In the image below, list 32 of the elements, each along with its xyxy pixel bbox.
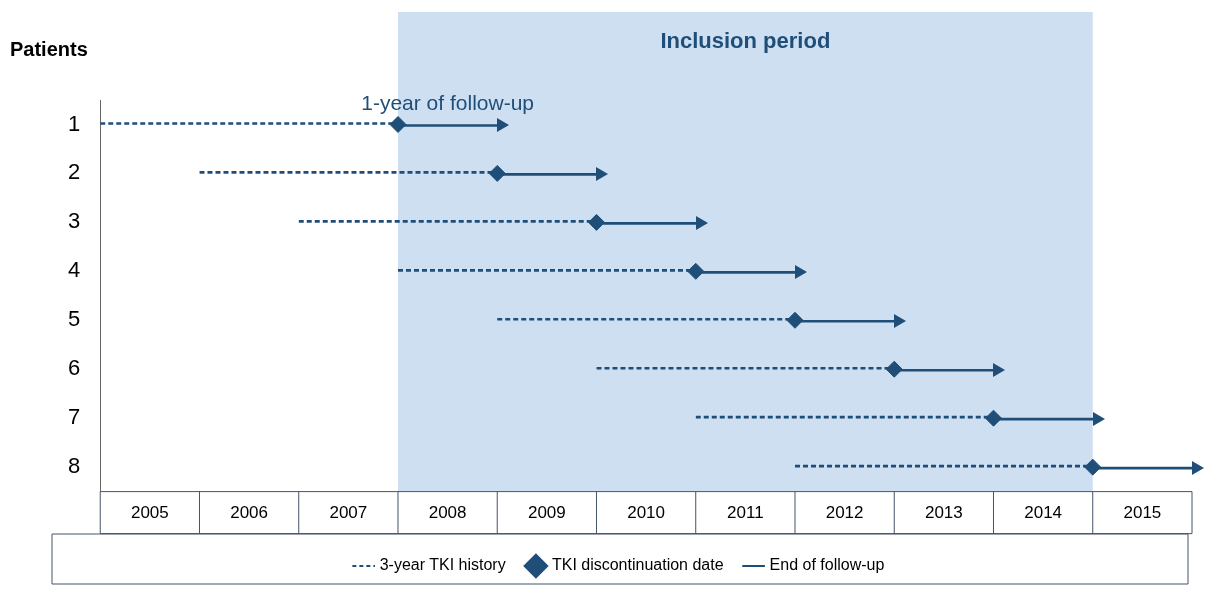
x-tick-label: 2006 bbox=[230, 503, 269, 523]
y-tick-label: 8 bbox=[67, 453, 81, 479]
y-tick-label: 6 bbox=[67, 355, 81, 381]
point bbox=[389, 115, 407, 133]
x-tick-label: 2010 bbox=[627, 503, 666, 523]
legend-label: End of follow-up bbox=[769, 556, 885, 574]
point bbox=[587, 213, 605, 231]
y-axis-title: Patients bbox=[10, 38, 88, 61]
y-tick-label: 4 bbox=[67, 257, 81, 283]
point bbox=[786, 311, 804, 329]
x-tick-label: 2008 bbox=[428, 503, 467, 523]
y-tick-label: 2 bbox=[67, 159, 81, 185]
x-tick-label: 2014 bbox=[1024, 503, 1063, 523]
y-tick-label: 7 bbox=[67, 404, 81, 430]
point bbox=[985, 409, 1002, 427]
legend-label: TKI discontinuation date bbox=[551, 556, 724, 574]
x-tick-label: 2007 bbox=[329, 503, 368, 523]
legend-label: 3-year TKI history bbox=[379, 556, 506, 574]
point bbox=[687, 262, 705, 280]
x-tick-label: 2011 bbox=[727, 503, 764, 523]
y-tick-label: 3 bbox=[67, 208, 81, 234]
x-tick-label: 2015 bbox=[1123, 503, 1162, 523]
x-tick-label: 2013 bbox=[924, 503, 963, 523]
point bbox=[488, 164, 506, 182]
x-tick-label: 2005 bbox=[130, 503, 169, 523]
band-label: Inclusion period bbox=[660, 28, 831, 54]
annotation: 1-year of follow-up bbox=[361, 90, 534, 114]
point bbox=[1084, 458, 1102, 476]
x-tick-label: 2012 bbox=[825, 503, 864, 523]
x-tick-label: 2009 bbox=[527, 503, 566, 523]
y-tick-label: 5 bbox=[67, 306, 81, 332]
y-tick-label: 1 bbox=[67, 110, 81, 136]
